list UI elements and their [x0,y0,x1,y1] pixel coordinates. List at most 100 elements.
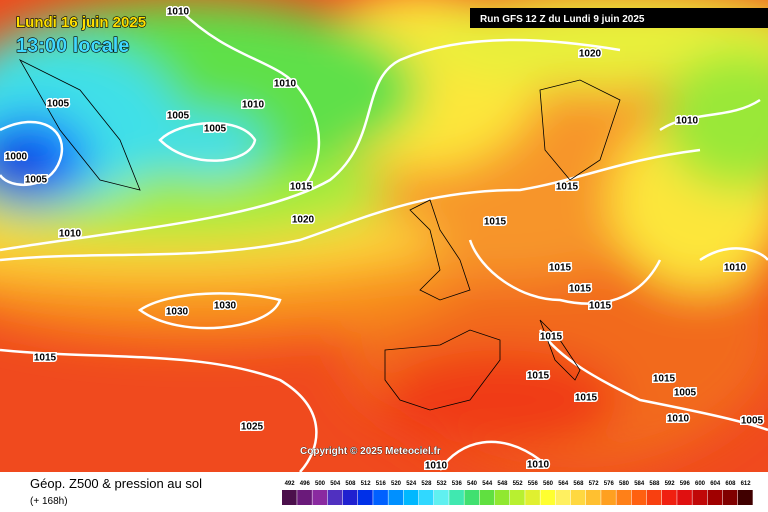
legend-swatch [631,490,647,505]
legend-value: 528 [421,481,432,487]
legend-value: 512 [361,481,372,487]
isobar-label: 1010 [527,460,550,471]
legend-value: 588 [649,481,660,487]
isobar-label: 1005 [204,124,227,135]
isobar-label: 1020 [292,215,315,226]
legend-swatch [646,490,662,505]
legend-swatch [738,490,753,505]
copyright: Copyright © 2025 Meteociel.fr [300,446,441,457]
legend-value: 532 [437,481,448,487]
color-legend: 492 496 500 504 508 512 516 520 524 528 532 536 540 5… [282,481,753,505]
legend-value: 608 [725,481,736,487]
legend-value: 556 [528,481,539,487]
legend-swatch [464,490,480,505]
legend-swatch [722,490,738,505]
legend-swatch [312,490,328,505]
legend-swatch [282,490,297,505]
legend-value: 600 [695,481,706,487]
legend-value: 592 [665,481,676,487]
run-info: Run GFS 12 Z du Lundi 9 juin 2025 [480,14,645,25]
legend-swatch [418,490,434,505]
legend-value: 504 [330,481,341,487]
isobar-label: 1010 [242,100,265,111]
legend-swatch [586,490,601,505]
isobar-label: 1010 [724,263,747,274]
legend-value: 536 [452,481,463,487]
isobar-label: 1010 [167,7,190,18]
isobar-label: 1030 [214,301,237,312]
isobar-label: 1015 [575,393,598,404]
isobar-label: 1000 [5,152,28,163]
isobar-label: 1025 [241,422,264,433]
map-time: 13:00 locale [16,35,129,57]
isobar-label: 1005 [167,111,190,122]
legend-swatch [434,490,449,505]
isobar-label: 1015 [540,332,563,343]
isobar-label: 1030 [166,307,189,318]
legend-swatch [373,490,388,505]
isobar-label: 1005 [25,175,48,186]
footer-title: Géop. Z500 & pression au sol [30,476,202,491]
legend-value: 560 [543,481,554,487]
legend-value: 604 [710,481,721,487]
isobar-label: 1010 [274,79,297,90]
isobar-labels: 1010 1005 1005 1005 1000 1005 1010 1010 … [3,5,765,473]
legend-value: 568 [573,481,584,487]
footer-lead: (+ 168h) [30,496,68,507]
legend-swatch [540,490,556,505]
legend-swatch [555,490,571,505]
legend-value: 496 [300,481,311,487]
isobar-label: 1015 [653,374,676,385]
legend-value: 596 [680,481,691,487]
isobar-label: 1015 [549,263,572,274]
legend-value: 584 [634,481,645,487]
isobar-label: 1015 [34,353,57,364]
run-box [470,8,768,28]
legend-value: 520 [391,481,402,487]
legend-value: 580 [619,481,630,487]
isobar-label: 1015 [290,182,313,193]
legend-value: 524 [406,481,417,487]
isobar-label: 1015 [556,182,579,193]
isobars [0,9,768,472]
isobar-label: 1010 [676,116,699,127]
legend-value: 612 [741,481,752,487]
isobar-label: 1015 [527,371,550,382]
isobar-label: 1010 [59,229,82,240]
legend-swatch [403,490,419,505]
legend-swatch [570,490,586,505]
isobar-label: 1010 [425,461,448,472]
legend-swatch [662,490,677,505]
isobar-label: 1005 [47,99,70,110]
legend-swatch [449,490,464,505]
legend-swatch [327,490,343,505]
legend-swatch [358,490,373,505]
legend-value: 508 [345,481,356,487]
legend-value: 564 [558,481,569,487]
legend-swatch [510,490,525,505]
isobar-label: 1020 [579,49,602,60]
legend-value: 540 [467,481,478,487]
legend-swatch [692,490,708,505]
legend-swatch [494,490,510,505]
isobar-label: 1015 [569,284,592,295]
isobar-label: 1010 [667,414,690,425]
legend-value: 492 [285,481,296,487]
legend-value: 572 [589,481,600,487]
legend-swatch [601,490,616,505]
legend-value: 544 [482,481,493,487]
legend-value: 576 [604,481,615,487]
legend-swatch [479,490,495,505]
isobar-label: 1015 [484,217,507,228]
coastlines [18,59,621,411]
isobar-label: 1005 [741,416,764,427]
legend-value: 516 [376,481,387,487]
legend-swatch [388,490,404,505]
isobar-label: 1005 [674,388,697,399]
legend-swatch [525,490,540,505]
map-date: Lundi 16 juin 2025 [16,14,146,31]
legend-swatch [677,490,692,505]
legend-value: 500 [315,481,326,487]
legend-swatch [342,490,358,505]
